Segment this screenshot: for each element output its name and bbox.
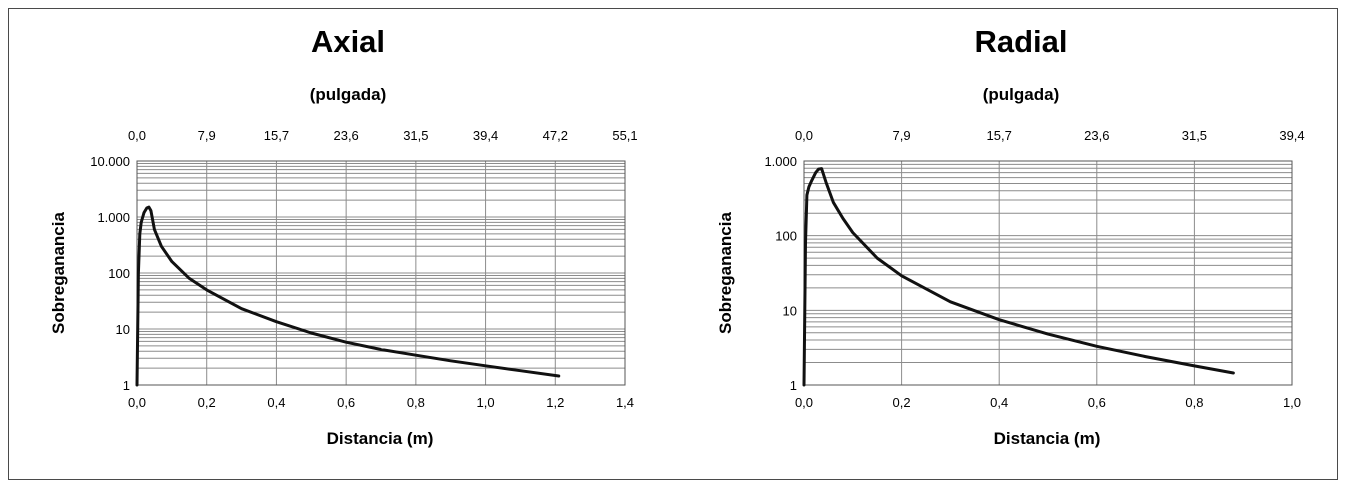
plot-area — [803, 160, 1293, 386]
secondary-x-tick-label: 47,2 — [543, 128, 568, 143]
secondary-x-tick-label: 0,0 — [795, 128, 813, 143]
secondary-x-tick-label: 31,5 — [403, 128, 428, 143]
secondary-x-tick-label: 23,6 — [1084, 128, 1109, 143]
y-axis-label: Sobreganancia — [49, 212, 68, 334]
secondary-x-tick-label: 15,7 — [264, 128, 289, 143]
x-tick-label: 1,0 — [477, 395, 495, 410]
x-tick-label: 1,0 — [1283, 395, 1301, 410]
y-tick-label: 1.000 — [97, 210, 130, 225]
secondary-x-tick-label: 39,4 — [1279, 128, 1304, 143]
x-tick-label: 0,4 — [267, 395, 285, 410]
series-line — [802, 167, 1235, 387]
secondary-x-tick-label: 0,0 — [128, 128, 146, 143]
x-tick-label: 0,8 — [407, 395, 425, 410]
axial-chart: Axial (pulgada) 0,0 0,2 0,4 0,6 0,8 1,0 1,2 1,4 0,… — [49, 24, 638, 448]
y-tick-label: 10 — [783, 303, 797, 318]
secondary-x-tick-label: 23,6 — [333, 128, 358, 143]
x-tick-label: 0,0 — [128, 395, 146, 410]
y-tick-label: 10.000 — [90, 154, 130, 169]
y-tick-label: 1 — [123, 378, 130, 393]
x-tick-label: 1,4 — [616, 395, 634, 410]
y-tick-label: 100 — [775, 229, 797, 244]
x-tick-label: 0,0 — [795, 395, 813, 410]
x-tick-label: 0,6 — [337, 395, 355, 410]
y-tick-label: 1.000 — [764, 154, 797, 169]
secondary-x-tick-label: 39,4 — [473, 128, 498, 143]
secondary-x-axis-label: (pulgada) — [983, 85, 1060, 104]
chart-title: Axial — [311, 24, 385, 59]
x-tick-label: 0,4 — [990, 395, 1008, 410]
x-axis-label: Distancia (m) — [994, 429, 1101, 448]
y-tick-label: 1 — [790, 378, 797, 393]
radial-chart: Radial (pulgada) 0,0 0,2 0,4 0,6 0,8 1,0 0,0 7,9 1… — [716, 24, 1305, 448]
chart-title: Radial — [974, 24, 1067, 59]
x-tick-label: 1,2 — [546, 395, 564, 410]
secondary-x-tick-label: 55,1 — [612, 128, 637, 143]
series-line — [135, 205, 561, 387]
y-axis-label: Sobreganancia — [716, 212, 735, 334]
secondary-x-tick-label: 15,7 — [987, 128, 1012, 143]
y-tick-label: 100 — [108, 266, 130, 281]
y-tick-label: 10 — [116, 322, 130, 337]
secondary-x-tick-label: 7,9 — [198, 128, 216, 143]
x-tick-label: 0,6 — [1088, 395, 1106, 410]
secondary-x-axis-label: (pulgada) — [310, 85, 387, 104]
figure-frame — [8, 8, 1338, 480]
x-tick-label: 0,2 — [893, 395, 911, 410]
secondary-x-tick-label: 7,9 — [893, 128, 911, 143]
x-axis-label: Distancia (m) — [327, 429, 434, 448]
secondary-x-tick-label: 31,5 — [1182, 128, 1207, 143]
x-tick-label: 0,2 — [198, 395, 216, 410]
x-tick-label: 0,8 — [1185, 395, 1203, 410]
